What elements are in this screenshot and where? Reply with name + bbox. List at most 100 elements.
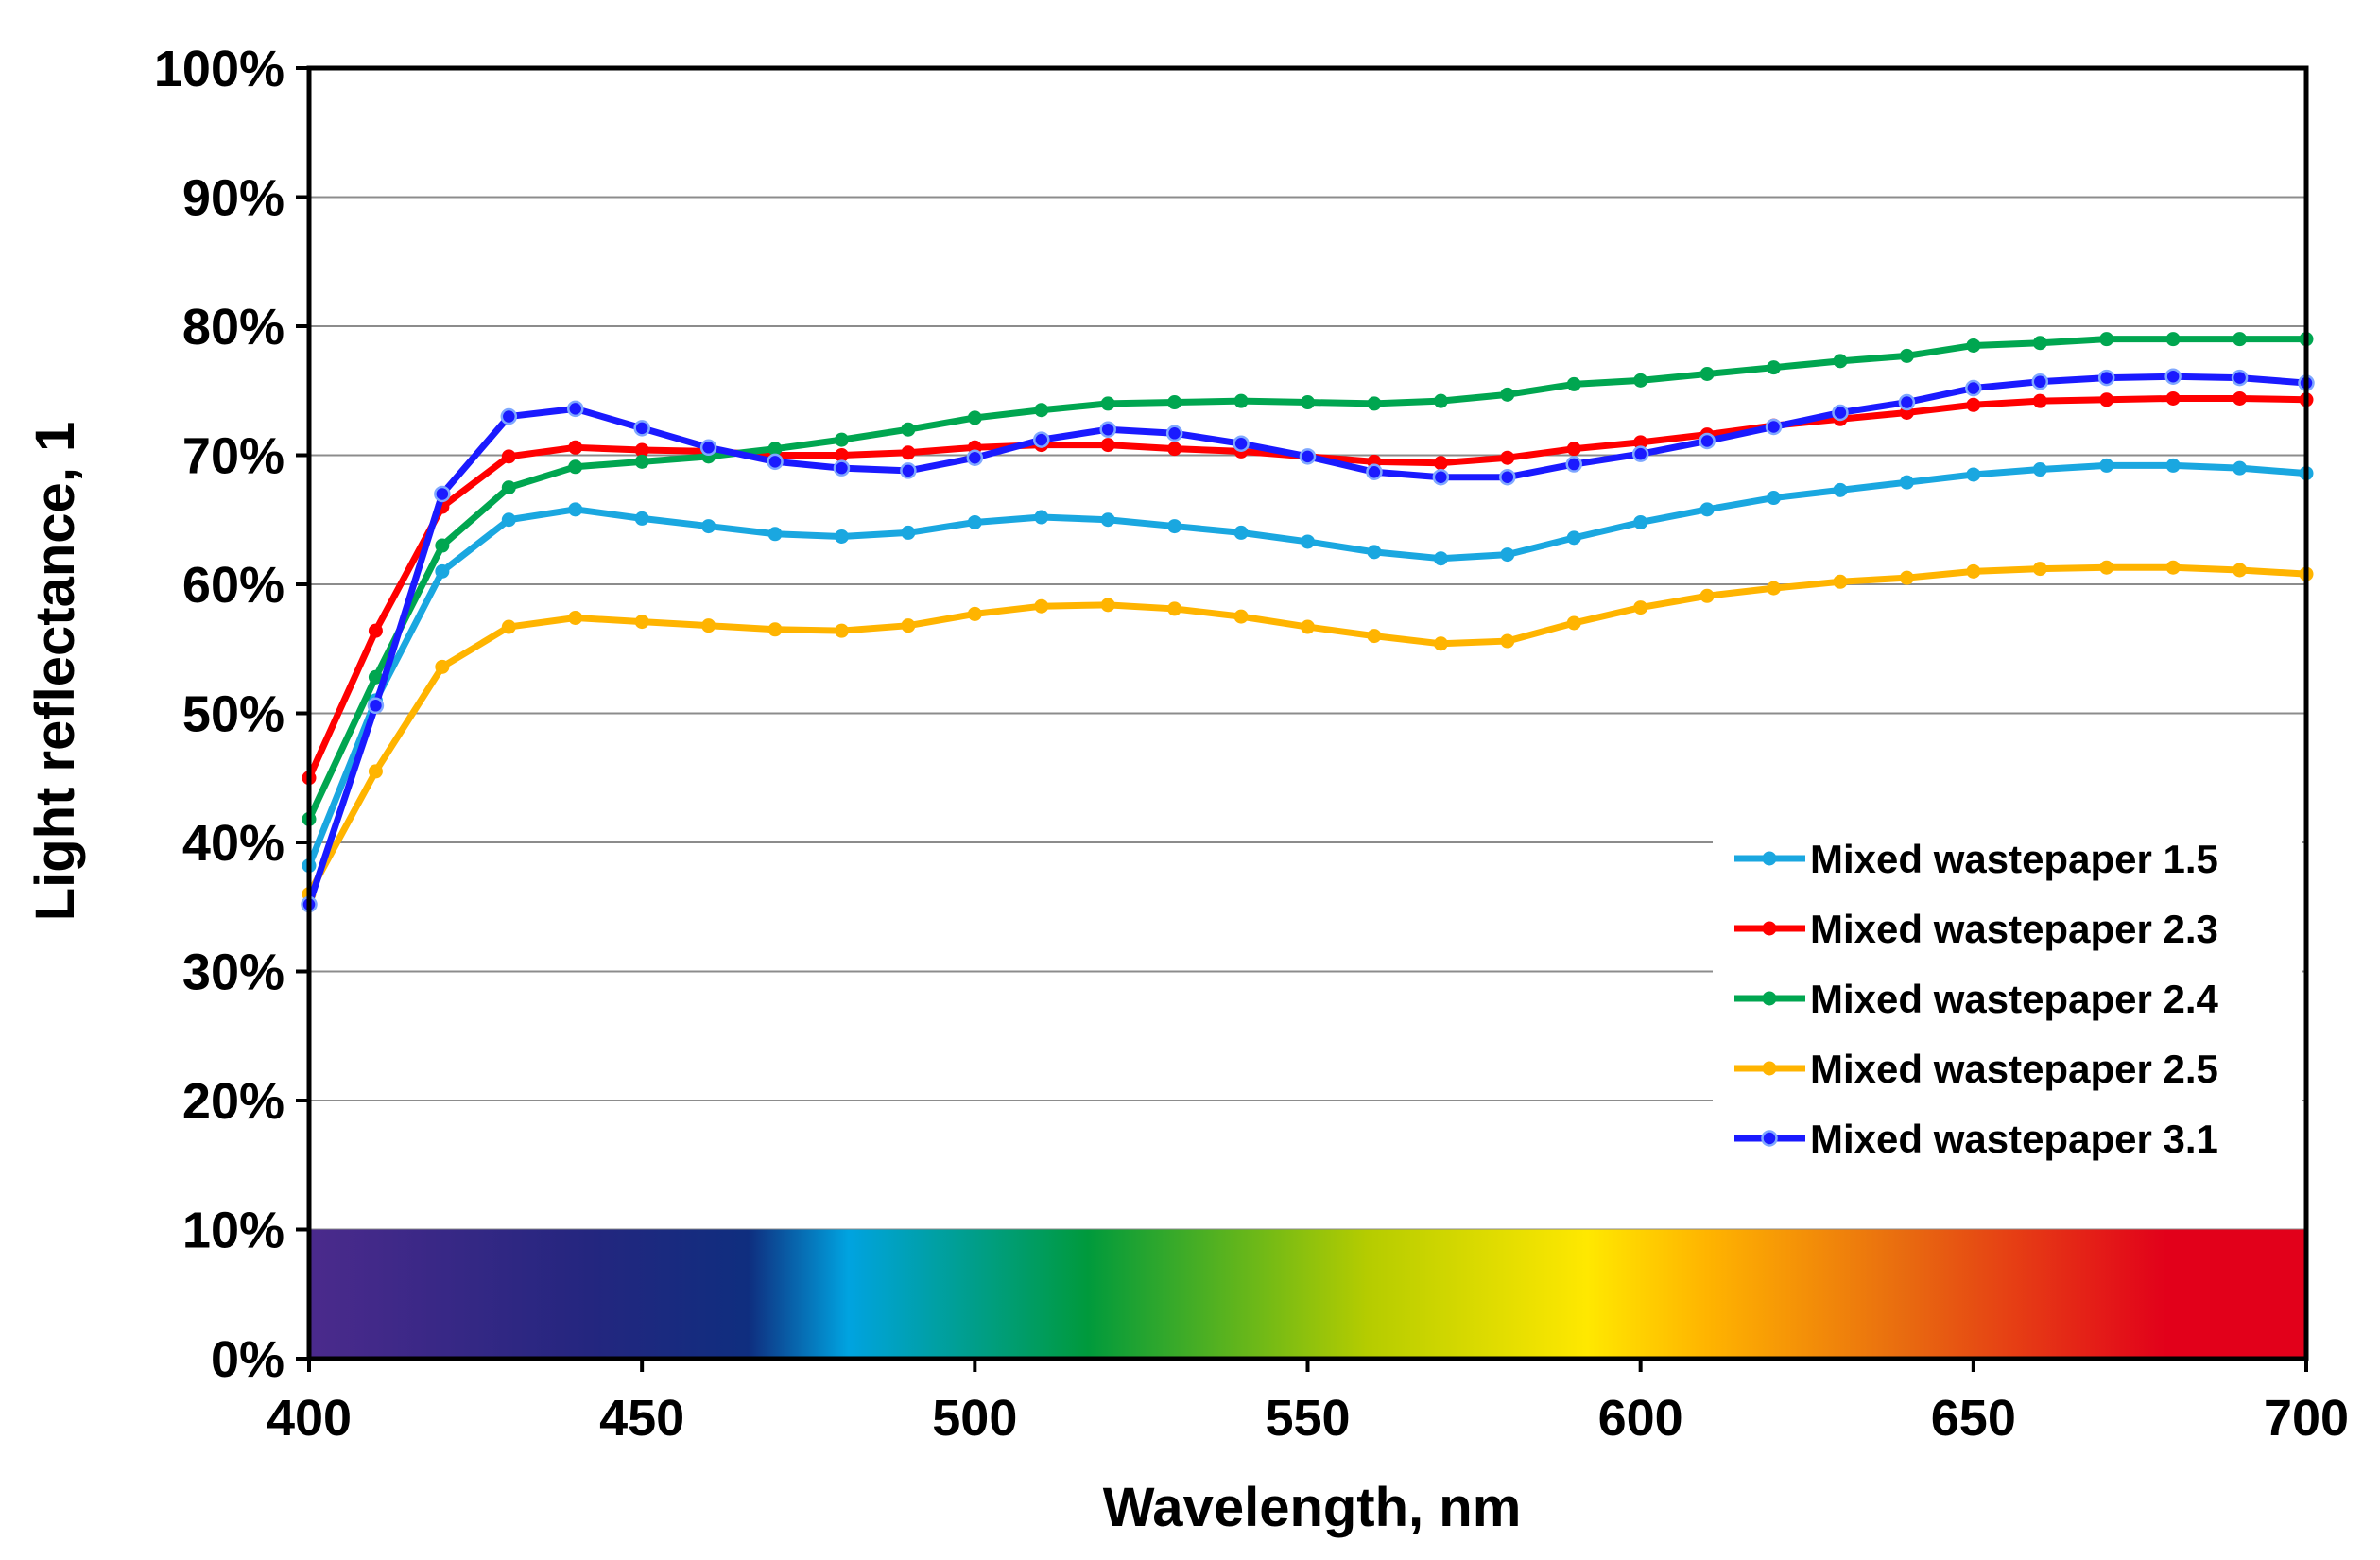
data-point (701, 519, 716, 534)
data-point (501, 512, 516, 528)
data-point (1833, 574, 1848, 589)
y-tick-label: 100% (154, 41, 285, 97)
data-point (1367, 629, 1382, 644)
data-point (1034, 403, 1049, 418)
data-point (1167, 395, 1182, 410)
data-point (1167, 601, 1182, 616)
data-point (634, 442, 649, 458)
data-point (1767, 581, 1782, 596)
data-point (1167, 519, 1182, 534)
data-point (2164, 368, 2182, 385)
data-point (568, 610, 583, 625)
data-point (1100, 438, 1115, 453)
x-tick-label: 550 (1265, 1390, 1350, 1447)
data-point (368, 764, 383, 779)
data-point (1633, 600, 1648, 615)
data-point (1233, 393, 1249, 408)
data-point (1100, 512, 1115, 528)
data-point (568, 440, 583, 455)
data-point (634, 615, 649, 630)
data-point (834, 432, 849, 447)
data-point (1631, 445, 1649, 462)
data-point (501, 449, 516, 464)
data-point (2231, 369, 2249, 387)
data-point (967, 514, 982, 529)
data-point (1433, 456, 1448, 471)
data-point (1034, 598, 1049, 614)
data-point (1233, 435, 1250, 452)
data-point (1500, 387, 1515, 402)
x-tick-label: 400 (267, 1390, 352, 1447)
data-point (1432, 468, 1450, 486)
data-point (1366, 463, 1383, 480)
data-point (1633, 435, 1648, 450)
data-point (2032, 393, 2047, 408)
data-point (1233, 609, 1249, 624)
data-point (2233, 563, 2248, 578)
axes: 0% 10% 20% 30% 40% 50% 60% 70% 80% 90% 100% 400 450 5… (154, 41, 2349, 1447)
data-point (2097, 369, 2115, 387)
series-5 (301, 368, 2315, 913)
data-point (901, 445, 916, 460)
data-point (834, 623, 849, 638)
legend: Mixed wastepaper 1.5 Mixed wastepaper 2.3… (1713, 827, 2302, 1177)
data-point (501, 619, 516, 634)
data-point (1965, 379, 1982, 397)
data-point (901, 618, 916, 633)
data-point (1966, 467, 1981, 482)
data-point (1566, 530, 1581, 546)
legend-label: Mixed wastepaper 2.4 (1810, 977, 2218, 1021)
data-point (2099, 560, 2114, 575)
spectrum-band (309, 1229, 2306, 1359)
y-tick-label: 20% (182, 1073, 285, 1130)
x-tick-label: 500 (932, 1390, 1017, 1447)
y-tick-label: 40% (182, 815, 285, 872)
x-tick-label: 700 (2264, 1390, 2349, 1447)
data-point (435, 659, 450, 674)
data-point (1765, 418, 1783, 436)
data-point (1301, 395, 1315, 410)
data-point (2032, 562, 2047, 577)
data-point (966, 449, 984, 466)
data-point (568, 459, 583, 475)
data-point (2233, 460, 2248, 476)
data-point (834, 529, 849, 544)
data-point (2099, 392, 2114, 407)
data-point (1165, 425, 1183, 442)
data-point (1833, 354, 1848, 369)
legend-label: Mixed wastepaper 2.5 (1810, 1047, 2218, 1091)
data-point (501, 480, 516, 495)
data-point (2099, 332, 2114, 347)
legend-marker (1762, 851, 1777, 866)
data-point (900, 462, 917, 479)
data-point (1699, 432, 1716, 450)
legend-label: Mixed wastepaper 2.3 (1810, 907, 2218, 951)
data-point (1565, 456, 1582, 473)
data-point (1301, 534, 1315, 549)
data-point (1898, 393, 1916, 411)
data-point (634, 511, 649, 526)
data-point (1699, 502, 1715, 517)
data-point (1034, 510, 1049, 525)
data-point (833, 459, 851, 477)
data-point (2165, 390, 2181, 406)
data-point (1566, 615, 1581, 631)
data-point (1699, 588, 1715, 603)
series-3 (302, 332, 2314, 826)
data-point (367, 697, 385, 715)
spectrum-band-group (309, 1229, 2306, 1359)
data-point (1833, 482, 1848, 497)
y-tick-label: 10% (182, 1203, 285, 1259)
data-point (634, 454, 649, 469)
data-point (1767, 360, 1782, 375)
data-point (767, 453, 784, 471)
data-point (368, 623, 383, 638)
data-point (1633, 514, 1648, 529)
series-group (301, 332, 2315, 913)
data-point (1433, 636, 1448, 651)
data-point (1367, 396, 1382, 411)
data-point (1966, 397, 1981, 412)
data-point (2031, 373, 2049, 390)
data-point (767, 527, 783, 542)
legend-marker (1761, 1130, 1778, 1147)
